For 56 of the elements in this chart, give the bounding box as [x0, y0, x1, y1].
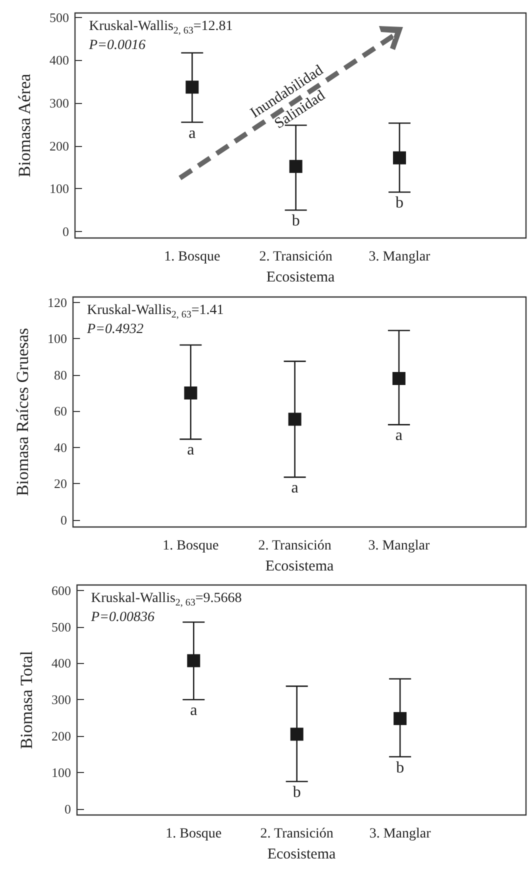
x-tick-label: 3. Manglar — [368, 538, 430, 554]
y-tick-label: 300 — [50, 96, 69, 110]
annotation: b — [292, 784, 301, 802]
y-axis-title: Biomasa Aérea — [15, 73, 34, 178]
y-tick-label: 500 — [52, 619, 71, 634]
annotation: a — [188, 124, 196, 142]
x-tick-label: 3. Manglar — [368, 250, 431, 264]
y-tick-label: 60 — [54, 404, 67, 419]
y-tick-label: 100 — [48, 331, 67, 346]
y-tick-label: 100 — [52, 764, 71, 780]
point — [288, 412, 302, 426]
y-tick-label: 300 — [52, 692, 71, 708]
point — [392, 372, 406, 385]
y-tick-label: 200 — [52, 728, 71, 744]
y-tick-label: 600 — [52, 582, 71, 598]
y-tick-label: 80 — [54, 367, 67, 382]
point — [186, 80, 199, 94]
y-tick-label: 20 — [54, 476, 67, 492]
point — [393, 151, 406, 164]
x-axis-title: Ecosistema — [266, 270, 335, 286]
annotation: a — [190, 702, 198, 720]
point — [394, 712, 407, 726]
y-tick-label: 120 — [48, 294, 67, 310]
point — [184, 386, 198, 400]
x-axis-title: Ecosistema — [267, 846, 336, 862]
point — [289, 160, 302, 173]
annotation: a — [291, 480, 298, 497]
annotation: b — [292, 212, 300, 230]
y-tick-label: 500 — [50, 10, 69, 25]
y-tick-label: 400 — [50, 52, 69, 68]
x-tick-label: 3. Manglar — [369, 826, 432, 842]
y-tick-label: 100 — [50, 181, 69, 196]
annotation: P=0.4932 — [86, 322, 144, 337]
x-axis-title: Ecosistema — [265, 558, 334, 574]
x-tick-label: 2. Transición — [260, 826, 334, 842]
y-tick-label: 0 — [60, 512, 67, 528]
x-tick-label: 1. Bosque — [162, 538, 219, 554]
annotation: P=0.0016 — [88, 38, 146, 53]
y-tick-label: 200 — [50, 138, 69, 154]
y-tick-label: 40 — [54, 440, 67, 455]
y-axis-title: Biomasa Raíces Gruesas — [13, 328, 32, 496]
x-tick-label: 1. Bosque — [164, 250, 220, 264]
y-tick-label: 0 — [62, 224, 69, 240]
y-axis-title: Biomasa Total — [17, 650, 36, 750]
annotation: P=0.00836 — [90, 610, 154, 625]
y-tick-label: 400 — [52, 656, 71, 671]
annotation: b — [396, 194, 404, 212]
x-tick-label: 2. Transición — [259, 250, 332, 264]
point — [187, 654, 200, 668]
point — [290, 728, 304, 741]
x-tick-label: 1. Bosque — [166, 826, 222, 842]
y-tick-label: 0 — [64, 801, 71, 816]
x-tick-label: 2. Transición — [258, 538, 332, 554]
annotation: b — [396, 759, 404, 776]
annotation: a — [187, 442, 194, 459]
annotation: a — [395, 427, 403, 444]
